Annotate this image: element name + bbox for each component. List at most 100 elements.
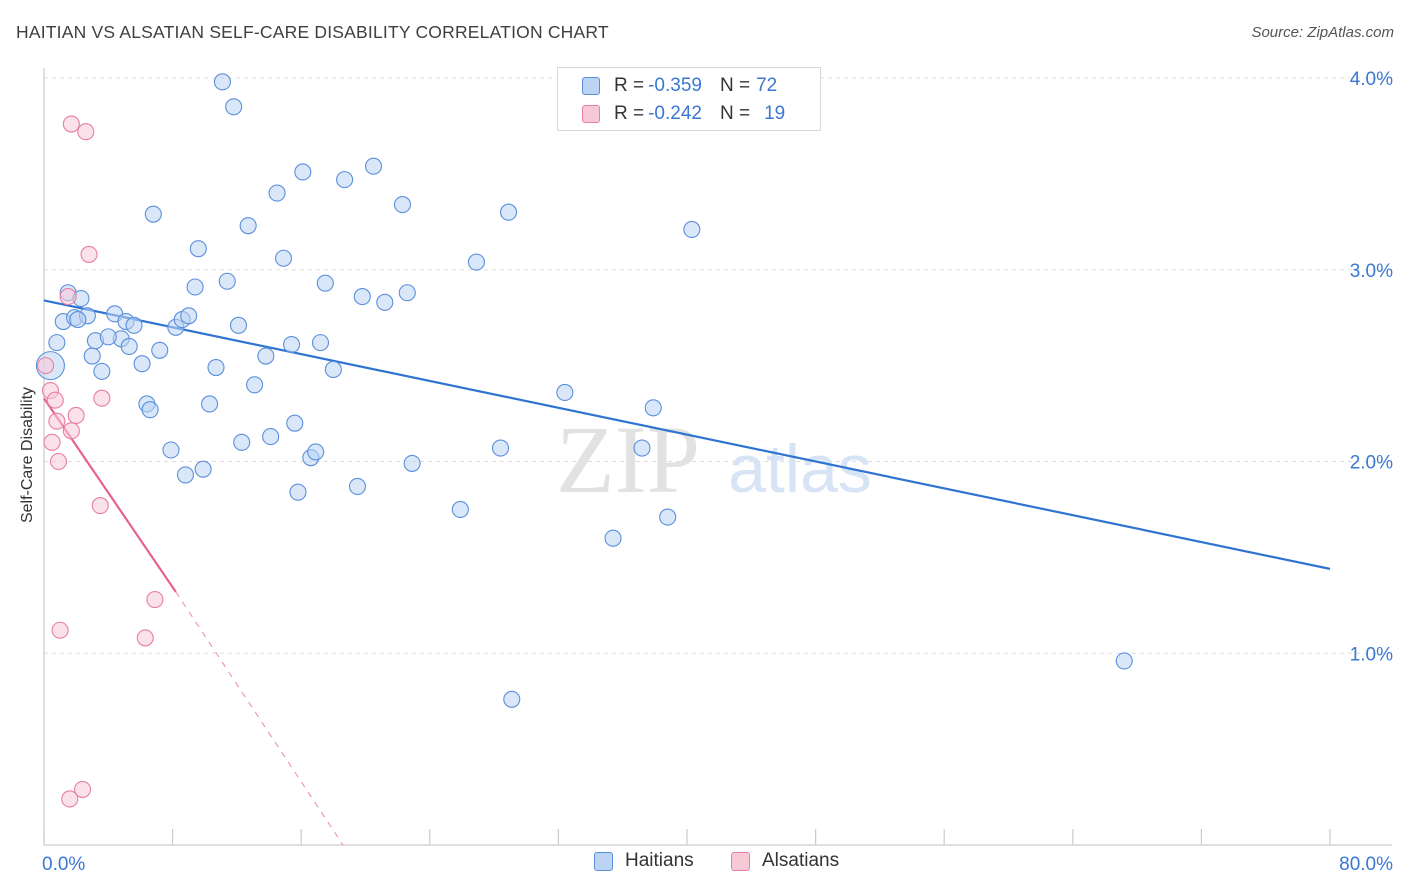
alsatian-point [43, 433, 61, 451]
x-tick-label-min: 0.0% [42, 854, 85, 875]
haitian-point [376, 293, 394, 311]
haitian-point [283, 335, 301, 354]
alsatian-point [37, 357, 55, 375]
haitian-point [604, 529, 622, 547]
tick-labels: 1.0% 2.0% 3.0% 4.0% 0.0% 80.0% [42, 69, 1393, 875]
alsatian-point [93, 389, 111, 407]
haitian-point [336, 171, 354, 189]
haitian-point [311, 334, 330, 352]
haitian-point [162, 441, 180, 459]
haitian-point [239, 217, 257, 235]
haitian-point [503, 690, 521, 708]
haitian-point [348, 477, 367, 495]
watermark: ZIP atlas [556, 406, 872, 513]
haitian-point [189, 240, 207, 258]
haitian-point [268, 184, 286, 202]
data-points [35, 73, 1133, 808]
haitian-point [229, 316, 248, 334]
haitians-n-value: 72 [756, 75, 778, 96]
haitian-point [262, 428, 280, 446]
axes [43, 68, 1392, 846]
haitian-point [186, 278, 204, 296]
alsatian-point [77, 123, 95, 141]
haitian-point [93, 362, 111, 380]
haitian-point [99, 328, 117, 346]
haitian-point [201, 395, 219, 413]
y-tick-label: 1.0% [1350, 644, 1393, 665]
alsatians-r-label: R = [614, 103, 645, 124]
haitian-point [120, 337, 138, 356]
haitians-n-label: N = [719, 75, 751, 96]
haitian-point [364, 157, 383, 175]
alsatians-r-value: -0.242 [648, 103, 702, 124]
y-tick-label: 4.0% [1350, 69, 1393, 90]
alsatian-point [51, 621, 69, 639]
haitian-point [633, 439, 651, 457]
alsatian-point [91, 497, 109, 515]
haitian-point [69, 311, 87, 329]
watermark-zip: ZIP [556, 406, 700, 513]
trendlines [43, 299, 1331, 846]
legend-item-haitians[interactable]: Haitians [594, 850, 694, 872]
haitian-point [403, 454, 421, 472]
haitians-legend-swatch [594, 851, 613, 871]
haitian-point [1115, 652, 1133, 670]
legend-item-alsatians[interactable]: Alsatians [731, 850, 839, 872]
haitian-point [398, 284, 416, 302]
haitian-point [48, 334, 66, 352]
haitians-legend-label: Haitians [625, 850, 694, 871]
alsatian-point [80, 245, 98, 263]
alsatian-point [59, 288, 77, 306]
haitian-point [257, 347, 275, 365]
haitian-point [274, 249, 293, 267]
haitian-point [659, 508, 677, 526]
x-tick-label-max: 80.0% [1339, 854, 1393, 875]
haitian-point [289, 483, 307, 501]
haitian-point [246, 376, 264, 394]
source-credit: Source: ZipAtlas.com [1251, 24, 1394, 41]
alsatians-n-value: 19 [764, 103, 786, 124]
haitian-point [194, 460, 212, 478]
haitian-point [144, 205, 162, 223]
haitian-point [307, 443, 325, 461]
alsatians-trendline-extension [175, 591, 344, 846]
alsatians-legend-swatch [731, 851, 750, 871]
haitian-point [133, 355, 151, 373]
haitian-point [294, 163, 312, 181]
alsatian-point [62, 115, 80, 133]
correlation-legend: R = -0.359 N = 72 R = -0.242 N = 19 [557, 67, 821, 131]
haitian-point [683, 220, 701, 239]
haitian-point [286, 414, 304, 432]
haitians-swatch [582, 77, 600, 95]
legend-row-alsatians: R = -0.242 N = 19 [582, 101, 785, 127]
haitian-point [353, 288, 371, 306]
haitian-point [125, 316, 143, 334]
y-tick-label: 2.0% [1350, 453, 1393, 474]
haitian-point [316, 274, 334, 292]
alsatian-point [136, 629, 154, 647]
haitian-point [180, 307, 198, 325]
haitian-point [151, 341, 169, 359]
haitian-point [213, 73, 231, 91]
alsatian-point [61, 790, 79, 808]
haitian-point [556, 383, 574, 402]
haitian-point [207, 358, 225, 377]
haitian-point [467, 253, 485, 271]
alsatian-point [49, 452, 68, 471]
alsatian-point [67, 406, 85, 425]
haitian-point [393, 196, 412, 214]
haitian-point [218, 272, 236, 290]
haitian-point [491, 439, 510, 457]
alsatian-point [46, 391, 64, 409]
chart-title: HAITIAN VS ALSATIAN SELF-CARE DISABILITY… [16, 22, 609, 42]
haitians-r-label: R = [614, 75, 645, 96]
haitian-point [451, 500, 469, 518]
haitian-point [233, 433, 251, 451]
haitian-point [324, 360, 342, 379]
haitian-point [83, 347, 101, 365]
series-legend: Haitians Alsatians [0, 850, 1406, 878]
haitian-point [644, 399, 662, 417]
haitian-point [141, 401, 159, 419]
y-tick-label: 3.0% [1350, 261, 1393, 282]
